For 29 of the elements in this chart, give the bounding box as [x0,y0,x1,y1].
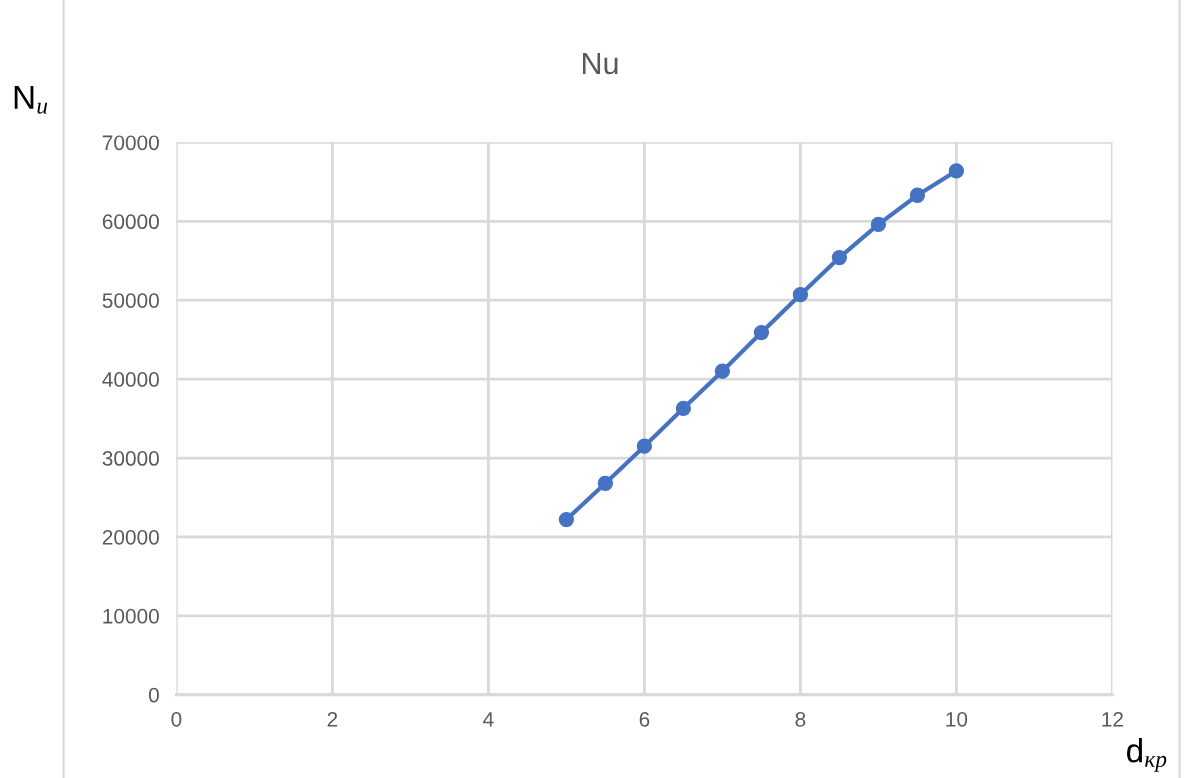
x-tick-label: 2 [327,711,338,727]
point [948,163,965,179]
point [558,511,575,528]
x-tick-label: 12 [1102,711,1123,727]
chart-title: Nu [582,52,618,75]
y-tick-label: 10000 [103,608,159,624]
point [792,287,809,303]
y-tick-label: 40000 [102,372,159,387]
y-axis-title: N$_{u}$ [14,85,48,114]
y-tick-label: 30000 [102,451,159,466]
point [597,475,614,491]
y-tick-label: 60000 [102,214,159,230]
x-tick-label: 10 [946,711,968,727]
point [675,400,692,416]
x-tick-label: 4 [483,712,494,727]
point [831,249,848,266]
x-tick-label: 0 [171,711,182,727]
point [636,438,653,454]
point [909,187,926,203]
y-tick-label: 70000 [102,135,159,151]
point [714,363,731,379]
y-tick-label: 0 [148,687,159,703]
point [870,216,887,233]
x-tick-label: 6 [639,711,650,727]
x-tick-label: 8 [795,711,806,727]
x-axis-title: d$_{кр}$ [1127,738,1167,772]
y-tick-label: 20000 [102,529,159,545]
point [753,324,770,341]
y-tick-label: 50000 [102,293,159,308]
